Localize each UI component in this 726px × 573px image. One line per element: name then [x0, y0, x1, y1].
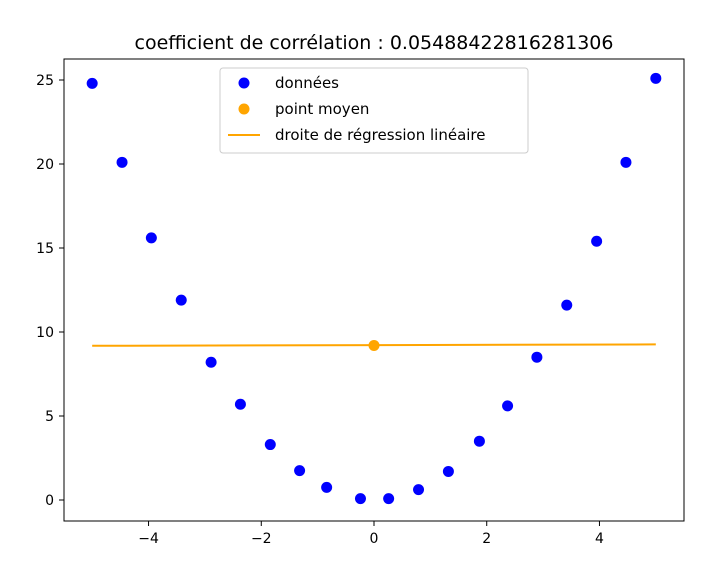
legend-marker — [238, 77, 250, 89]
data-point — [620, 156, 632, 168]
data-point — [175, 294, 187, 306]
y-tick-label: 0 — [45, 493, 54, 509]
data-point — [145, 232, 157, 244]
data-point — [650, 72, 662, 84]
chart-title: coefficient de corrélation : 0.054884228… — [135, 32, 614, 54]
data-point — [473, 435, 485, 447]
data-point — [264, 439, 276, 451]
mean-point — [368, 339, 380, 351]
legend-box — [219, 67, 529, 154]
data-point — [205, 356, 217, 368]
data-point — [86, 77, 98, 89]
data-point — [442, 465, 454, 477]
y-tick-label: 5 — [45, 409, 54, 425]
x-tick-label: 4 — [595, 531, 604, 547]
x-tick-label: 2 — [482, 531, 491, 547]
legend-label: point moyen — [275, 100, 369, 118]
legend-marker — [238, 103, 250, 115]
chart-marks — [86, 72, 662, 505]
legend-label: droite de régression linéaire — [275, 126, 486, 144]
y-tick-label: 15 — [36, 241, 54, 257]
data-point — [383, 493, 395, 505]
data-point — [321, 481, 333, 493]
legend-label: données — [275, 74, 339, 92]
legend: données point moyen droite de régression l… — [219, 67, 529, 154]
data-point — [531, 351, 543, 363]
data-point — [502, 400, 514, 412]
data-point — [561, 299, 573, 311]
data-point — [413, 484, 425, 496]
x-axis: −4 −2 0 2 4 — [138, 521, 604, 547]
data-point — [234, 398, 246, 410]
x-tick-label: −2 — [251, 531, 272, 547]
y-tick-label: 20 — [36, 157, 54, 173]
data-point — [591, 235, 603, 247]
data-point — [116, 156, 128, 168]
y-tick-label: 25 — [36, 73, 54, 89]
x-tick-label: −4 — [138, 531, 159, 547]
y-tick-label: 10 — [36, 325, 54, 341]
data-point — [294, 465, 306, 477]
x-tick-label: 0 — [370, 531, 379, 547]
data-point — [354, 493, 366, 505]
y-axis: 0 5 10 15 20 25 — [36, 73, 64, 509]
